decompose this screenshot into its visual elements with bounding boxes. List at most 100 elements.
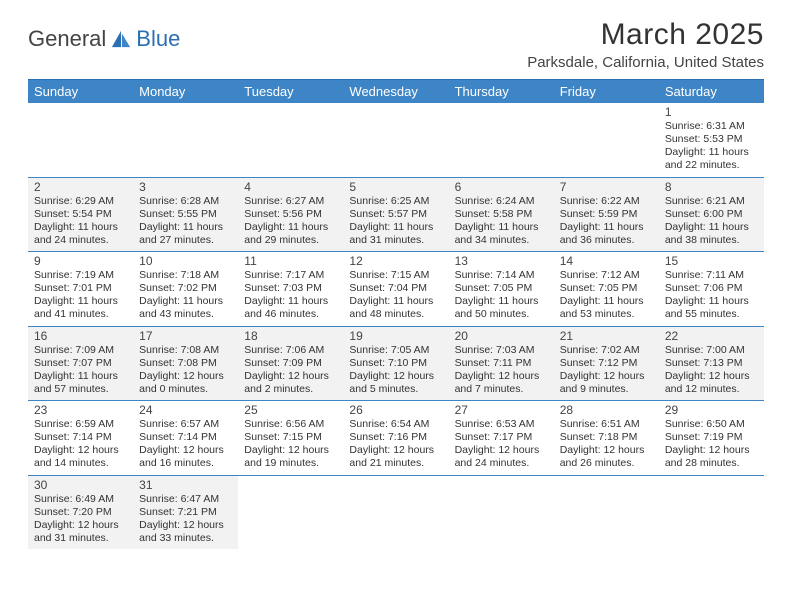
calendar-cell: 23Sunrise: 6:59 AMSunset: 7:14 PMDayligh… <box>28 401 133 476</box>
day-info: Sunrise: 6:51 AMSunset: 7:18 PMDaylight:… <box>560 418 653 471</box>
day-info: Sunrise: 7:11 AMSunset: 7:06 PMDaylight:… <box>665 269 758 322</box>
calendar-cell: 9Sunrise: 7:19 AMSunset: 7:01 PMDaylight… <box>28 252 133 327</box>
calendar-cell: 31Sunrise: 6:47 AMSunset: 7:21 PMDayligh… <box>133 475 238 549</box>
day-number: 8 <box>665 180 758 194</box>
day-number: 23 <box>34 403 127 417</box>
day-number: 2 <box>34 180 127 194</box>
day-info: Sunrise: 7:17 AMSunset: 7:03 PMDaylight:… <box>244 269 337 322</box>
calendar-cell <box>133 103 238 177</box>
day-number: 29 <box>665 403 758 417</box>
calendar-cell: 22Sunrise: 7:00 AMSunset: 7:13 PMDayligh… <box>659 326 764 401</box>
calendar-cell <box>659 475 764 549</box>
day-number: 14 <box>560 254 653 268</box>
day-number: 31 <box>139 478 232 492</box>
day-info: Sunrise: 7:14 AMSunset: 7:05 PMDaylight:… <box>455 269 548 322</box>
day-number: 11 <box>244 254 337 268</box>
day-number: 5 <box>349 180 442 194</box>
day-number: 9 <box>34 254 127 268</box>
day-info: Sunrise: 6:50 AMSunset: 7:19 PMDaylight:… <box>665 418 758 471</box>
month-title: March 2025 <box>527 18 764 52</box>
calendar-cell: 21Sunrise: 7:02 AMSunset: 7:12 PMDayligh… <box>554 326 659 401</box>
weekday-header: Wednesday <box>343 80 448 104</box>
day-number: 21 <box>560 329 653 343</box>
day-info: Sunrise: 7:08 AMSunset: 7:08 PMDaylight:… <box>139 344 232 397</box>
calendar-cell <box>238 475 343 549</box>
day-number: 20 <box>455 329 548 343</box>
day-info: Sunrise: 7:15 AMSunset: 7:04 PMDaylight:… <box>349 269 442 322</box>
calendar-cell: 2Sunrise: 6:29 AMSunset: 5:54 PMDaylight… <box>28 177 133 252</box>
day-info: Sunrise: 7:19 AMSunset: 7:01 PMDaylight:… <box>34 269 127 322</box>
day-info: Sunrise: 7:02 AMSunset: 7:12 PMDaylight:… <box>560 344 653 397</box>
day-info: Sunrise: 7:12 AMSunset: 7:05 PMDaylight:… <box>560 269 653 322</box>
weekday-header: Monday <box>133 80 238 104</box>
day-info: Sunrise: 6:21 AMSunset: 6:00 PMDaylight:… <box>665 195 758 248</box>
day-info: Sunrise: 6:24 AMSunset: 5:58 PMDaylight:… <box>455 195 548 248</box>
day-info: Sunrise: 6:25 AMSunset: 5:57 PMDaylight:… <box>349 195 442 248</box>
brand-text-2: Blue <box>136 26 180 52</box>
day-info: Sunrise: 7:00 AMSunset: 7:13 PMDaylight:… <box>665 344 758 397</box>
calendar-cell: 29Sunrise: 6:50 AMSunset: 7:19 PMDayligh… <box>659 401 764 476</box>
weekday-header: Saturday <box>659 80 764 104</box>
calendar-cell: 20Sunrise: 7:03 AMSunset: 7:11 PMDayligh… <box>449 326 554 401</box>
day-number: 28 <box>560 403 653 417</box>
day-number: 22 <box>665 329 758 343</box>
calendar-table: SundayMondayTuesdayWednesdayThursdayFrid… <box>28 79 764 549</box>
day-number: 7 <box>560 180 653 194</box>
day-info: Sunrise: 6:54 AMSunset: 7:16 PMDaylight:… <box>349 418 442 471</box>
calendar-cell: 16Sunrise: 7:09 AMSunset: 7:07 PMDayligh… <box>28 326 133 401</box>
calendar-cell <box>28 103 133 177</box>
day-number: 15 <box>665 254 758 268</box>
day-number: 6 <box>455 180 548 194</box>
calendar-cell: 14Sunrise: 7:12 AMSunset: 7:05 PMDayligh… <box>554 252 659 327</box>
calendar-cell: 13Sunrise: 7:14 AMSunset: 7:05 PMDayligh… <box>449 252 554 327</box>
weekday-header: Thursday <box>449 80 554 104</box>
calendar-cell: 6Sunrise: 6:24 AMSunset: 5:58 PMDaylight… <box>449 177 554 252</box>
calendar-cell: 24Sunrise: 6:57 AMSunset: 7:14 PMDayligh… <box>133 401 238 476</box>
weekday-header: Sunday <box>28 80 133 104</box>
day-info: Sunrise: 6:22 AMSunset: 5:59 PMDaylight:… <box>560 195 653 248</box>
calendar-week-row: 2Sunrise: 6:29 AMSunset: 5:54 PMDaylight… <box>28 177 764 252</box>
calendar-cell <box>343 103 448 177</box>
calendar-cell: 11Sunrise: 7:17 AMSunset: 7:03 PMDayligh… <box>238 252 343 327</box>
calendar-cell: 15Sunrise: 7:11 AMSunset: 7:06 PMDayligh… <box>659 252 764 327</box>
day-info: Sunrise: 7:03 AMSunset: 7:11 PMDaylight:… <box>455 344 548 397</box>
day-number: 1 <box>665 105 758 119</box>
location-text: Parksdale, California, United States <box>527 54 764 71</box>
calendar-body: 1Sunrise: 6:31 AMSunset: 5:53 PMDaylight… <box>28 103 764 549</box>
day-number: 17 <box>139 329 232 343</box>
page-root: General Blue March 2025 Parksdale, Calif… <box>0 0 792 612</box>
calendar-cell <box>449 475 554 549</box>
day-number: 16 <box>34 329 127 343</box>
calendar-cell: 10Sunrise: 7:18 AMSunset: 7:02 PMDayligh… <box>133 252 238 327</box>
day-info: Sunrise: 6:31 AMSunset: 5:53 PMDaylight:… <box>665 120 758 173</box>
calendar-cell <box>554 103 659 177</box>
calendar-cell: 30Sunrise: 6:49 AMSunset: 7:20 PMDayligh… <box>28 475 133 549</box>
brand-logo: General Blue <box>28 26 180 52</box>
sail-icon <box>110 29 132 49</box>
day-number: 24 <box>139 403 232 417</box>
day-number: 12 <box>349 254 442 268</box>
calendar-cell: 19Sunrise: 7:05 AMSunset: 7:10 PMDayligh… <box>343 326 448 401</box>
calendar-cell <box>554 475 659 549</box>
day-info: Sunrise: 7:05 AMSunset: 7:10 PMDaylight:… <box>349 344 442 397</box>
day-info: Sunrise: 6:56 AMSunset: 7:15 PMDaylight:… <box>244 418 337 471</box>
day-number: 26 <box>349 403 442 417</box>
calendar-cell: 8Sunrise: 6:21 AMSunset: 6:00 PMDaylight… <box>659 177 764 252</box>
calendar-cell: 3Sunrise: 6:28 AMSunset: 5:55 PMDaylight… <box>133 177 238 252</box>
calendar-cell: 12Sunrise: 7:15 AMSunset: 7:04 PMDayligh… <box>343 252 448 327</box>
calendar-cell: 17Sunrise: 7:08 AMSunset: 7:08 PMDayligh… <box>133 326 238 401</box>
day-number: 4 <box>244 180 337 194</box>
calendar-week-row: 16Sunrise: 7:09 AMSunset: 7:07 PMDayligh… <box>28 326 764 401</box>
day-number: 10 <box>139 254 232 268</box>
calendar-cell <box>343 475 448 549</box>
calendar-cell: 18Sunrise: 7:06 AMSunset: 7:09 PMDayligh… <box>238 326 343 401</box>
weekday-header: Friday <box>554 80 659 104</box>
calendar-cell: 1Sunrise: 6:31 AMSunset: 5:53 PMDaylight… <box>659 103 764 177</box>
day-info: Sunrise: 6:49 AMSunset: 7:20 PMDaylight:… <box>34 493 127 546</box>
day-info: Sunrise: 6:27 AMSunset: 5:56 PMDaylight:… <box>244 195 337 248</box>
calendar-cell: 4Sunrise: 6:27 AMSunset: 5:56 PMDaylight… <box>238 177 343 252</box>
header: General Blue March 2025 Parksdale, Calif… <box>28 18 764 71</box>
day-number: 18 <box>244 329 337 343</box>
weekday-header: Tuesday <box>238 80 343 104</box>
calendar-cell: 7Sunrise: 6:22 AMSunset: 5:59 PMDaylight… <box>554 177 659 252</box>
